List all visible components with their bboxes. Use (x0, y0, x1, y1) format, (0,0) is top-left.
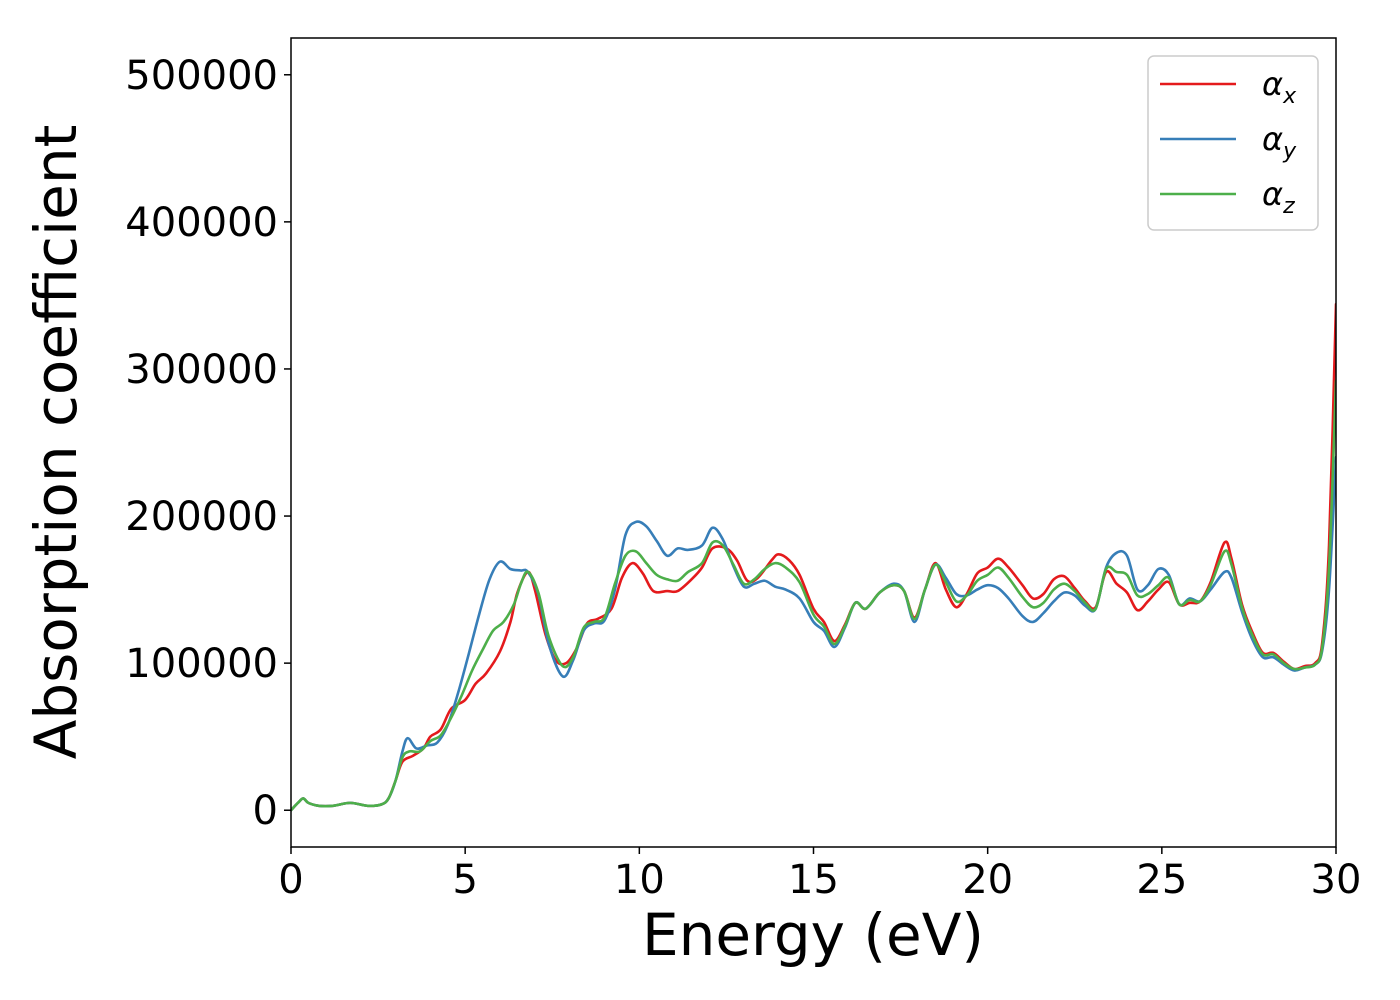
legend-label-alpha-z: αz (1262, 175, 1295, 219)
y-tick-label: 300000 (125, 347, 278, 393)
series-line-alpha-z (291, 379, 1336, 812)
legend-box (1147, 55, 1319, 231)
y-axis-label: Absorption coefficient (22, 125, 90, 760)
x-tick-label: 10 (614, 857, 665, 903)
y-tick-label: 200000 (125, 494, 278, 540)
x-axis-label: Energy (eV) (642, 901, 984, 969)
y-tick-label: 100000 (125, 641, 278, 687)
x-tick-label: 15 (788, 857, 839, 903)
series-line-alpha-x (291, 302, 1336, 812)
y-tick-label: 0 (253, 788, 278, 834)
x-tick-label: 25 (1136, 857, 1187, 903)
x-tick-label: 20 (962, 857, 1013, 903)
x-tick-label: 0 (278, 857, 303, 903)
series-line-alpha-y (291, 455, 1336, 812)
series-layer (291, 302, 1336, 812)
x-axis: 0 5 10 15 20 25 30 (278, 847, 1361, 903)
y-tick-label: 500000 (125, 53, 278, 99)
y-tick-label: 400000 (125, 200, 278, 246)
x-tick-label: 30 (1311, 857, 1362, 903)
y-axis: 0 100000 200000 300000 400000 500000 (125, 53, 291, 834)
x-tick-label: 5 (452, 857, 477, 903)
